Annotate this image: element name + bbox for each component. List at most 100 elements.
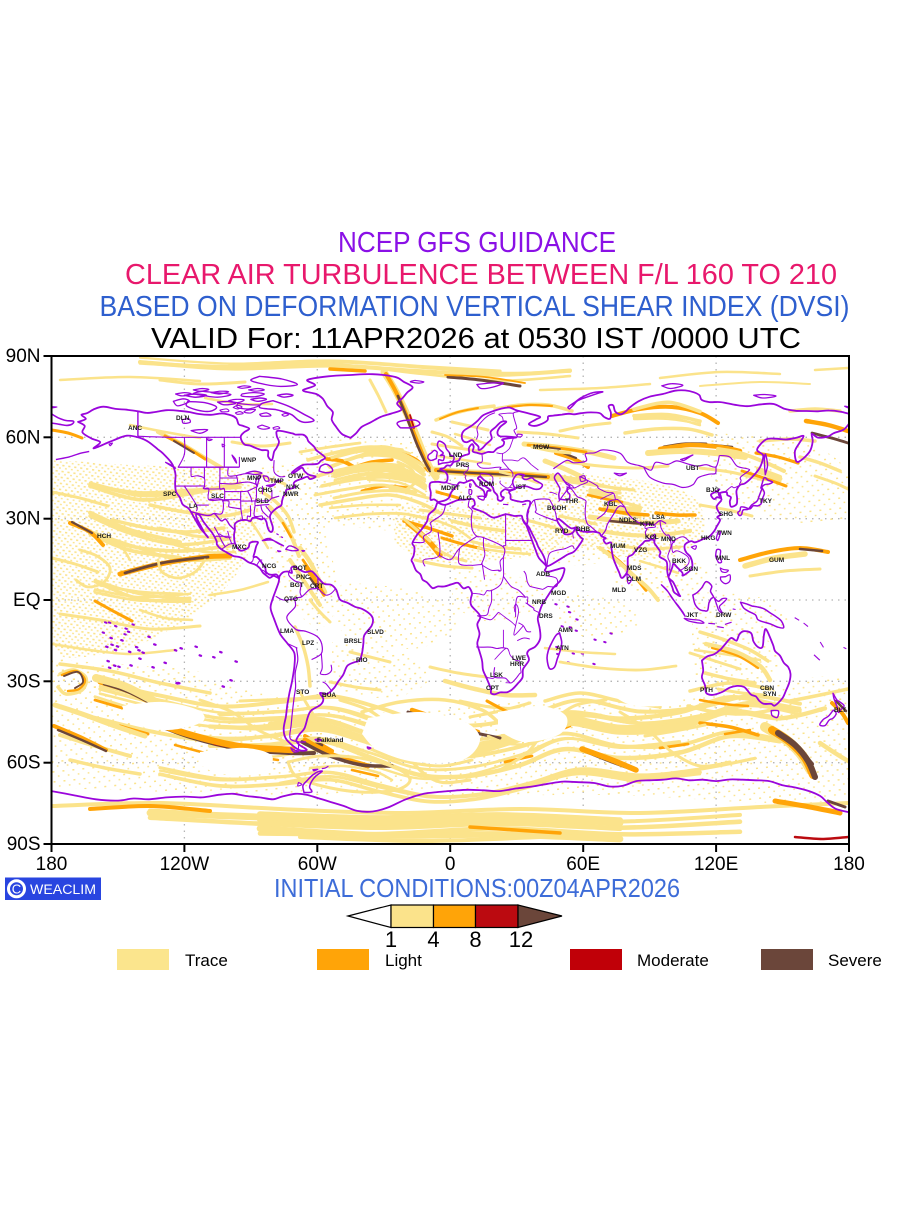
svg-text:CBN: CBN [760,685,774,692]
svg-text:MDRT: MDRT [441,485,460,492]
svg-text:BOT: BOT [293,565,307,572]
svg-text:INITIAL CONDITIONS:00Z04APR202: INITIAL CONDITIONS:00Z04APR2026 [274,873,680,903]
svg-text:DRW: DRW [716,612,732,619]
svg-text:BKK: BKK [672,558,686,565]
svg-text:4: 4 [427,927,439,952]
svg-text:DLN: DLN [176,415,190,422]
svg-text:LSA: LSA [652,514,665,521]
svg-text:PTH: PTH [700,687,713,694]
svg-text:LPZ: LPZ [302,640,314,647]
svg-text:DRS: DRS [539,613,553,620]
svg-text:NRB: NRB [532,599,546,606]
svg-text:TMP: TMP [270,478,284,485]
svg-text:KBL: KBL [604,501,617,508]
svg-text:PRS: PRS [456,462,470,469]
svg-text:120E: 120E [694,854,738,875]
svg-text:MNP: MNP [247,475,262,482]
svg-text:TKY: TKY [759,498,773,505]
svg-text:THR: THR [565,498,579,505]
svg-text:NDLS: NDLS [619,517,637,524]
svg-text:60E: 60E [566,854,600,875]
svg-text:C: C [12,882,21,897]
svg-text:DHB: DHB [576,526,590,533]
svg-text:Light: Light [385,951,422,970]
svg-text:Moderate: Moderate [637,951,709,970]
svg-text:SGN: SGN [684,566,698,573]
svg-text:AMN: AMN [558,627,573,634]
svg-text:WNP: WNP [241,457,257,464]
svg-text:LA: LA [189,503,198,510]
svg-text:CHG: CHG [258,487,272,494]
svg-text:30S: 30S [7,671,41,692]
svg-text:HKG: HKG [701,535,715,542]
svg-text:30N: 30N [6,509,41,530]
svg-text:0: 0 [445,854,456,875]
svg-text:NCEP GFS GUIDANCE: NCEP GFS GUIDANCE [338,227,616,259]
svg-text:OTW: OTW [288,473,304,480]
svg-text:RIO: RIO [356,657,368,664]
svg-text:180: 180 [833,854,865,875]
svg-text:60S: 60S [7,753,41,774]
svg-text:BRSL: BRSL [344,638,362,645]
svg-text:MDS: MDS [627,565,642,572]
svg-text:IST: IST [516,484,526,491]
svg-text:TWN: TWN [717,530,732,537]
svg-text:JKT: JKT [686,612,698,619]
svg-text:CLEAR AIR TURBULENCE BETWEEN F: CLEAR AIR TURBULENCE BETWEEN F/L 160 TO … [125,259,837,291]
svg-text:KTM: KTM [640,521,654,528]
svg-text:SHG: SHG [719,511,733,518]
svg-text:NCG: NCG [262,563,276,570]
svg-text:MXC: MXC [232,544,247,551]
svg-text:HCH: HCH [97,533,111,540]
svg-text:BLT: BLT [834,707,846,714]
svg-text:SLD: SLD [256,498,269,505]
svg-text:SYN: SYN [763,691,777,698]
svg-text:LND: LND [449,452,463,459]
svg-text:120W: 120W [160,854,210,875]
svg-text:ANC: ANC [128,425,142,432]
svg-text:GUM: GUM [769,557,784,564]
svg-text:BASED ON DEFORMATION VERTICAL: BASED ON DEFORMATION VERTICAL SHEAR INDE… [100,291,850,323]
svg-text:SPC: SPC [163,491,177,498]
svg-text:STO: STO [296,689,309,696]
svg-text:MNL: MNL [716,555,730,562]
svg-text:ROM: ROM [479,481,494,488]
svg-text:CPT: CPT [486,685,499,692]
svg-text:ATN: ATN [556,645,569,652]
svg-text:HRR: HRR [510,661,524,668]
svg-text:MLD: MLD [612,587,626,594]
svg-text:SLC: SLC [211,493,224,500]
svg-text:CRT: CRT [310,583,323,590]
svg-text:VALID For: 11APR2026 at 0530 I: VALID For: 11APR2026 at 0530 IST /0000 U… [151,323,801,355]
svg-text:VZG: VZG [634,547,647,554]
svg-text:60N: 60N [6,427,41,448]
svg-text:12: 12 [509,927,533,952]
svg-text:MCW: MCW [533,444,550,451]
svg-text:LMA: LMA [280,628,294,635]
svg-text:180: 180 [36,854,68,875]
svg-text:UBT: UBT [686,465,699,472]
svg-text:LWE: LWE [512,655,527,662]
svg-text:SLVD: SLVD [367,629,384,636]
svg-text:MUM: MUM [610,543,626,550]
svg-text:Falkland: Falkland [317,737,343,744]
svg-text:LSK: LSK [490,672,503,679]
svg-text:60W: 60W [298,854,337,875]
svg-text:ALG: ALG [458,495,472,502]
svg-text:BUA: BUA [322,692,336,699]
svg-text:NWR: NWR [283,491,299,498]
svg-text:PNC: PNC [296,574,310,581]
svg-text:BGDH: BGDH [547,505,566,512]
svg-text:QTO: QTO [284,596,298,603]
svg-text:8: 8 [469,927,481,952]
svg-text:CLM: CLM [627,576,641,583]
svg-text:EQ: EQ [13,590,40,611]
svg-text:MND: MND [661,536,676,543]
svg-text:ADB: ADB [536,571,550,578]
svg-text:BGT: BGT [290,582,304,589]
svg-text:Trace: Trace [185,951,228,970]
svg-text:MGD: MGD [551,590,566,597]
svg-text:90N: 90N [6,346,41,367]
svg-text:KOL: KOL [645,534,659,541]
svg-text:1: 1 [385,927,397,952]
